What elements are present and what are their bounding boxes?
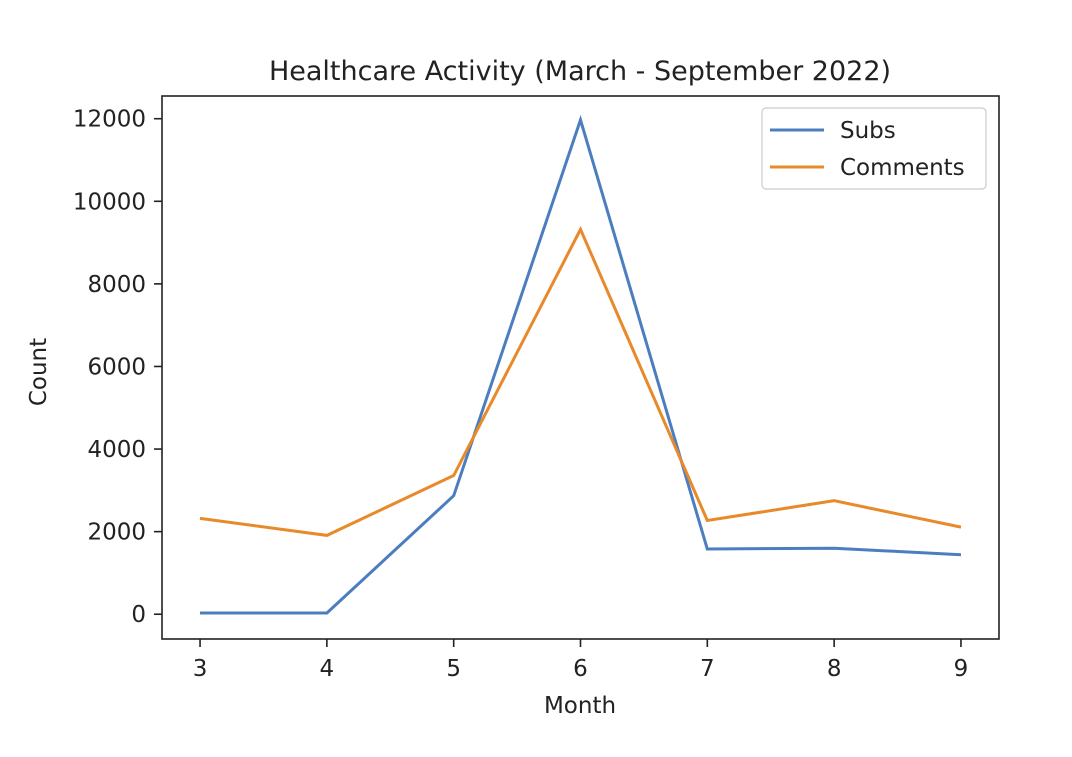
y-axis: 0 2000 4000 6000 8000 10000 12000	[73, 107, 162, 628]
y-axis-label: Count	[26, 338, 52, 406]
y-tick-label: 4000	[87, 437, 146, 463]
x-tick-label: 4	[320, 656, 335, 682]
x-tick-label: 3	[193, 656, 208, 682]
y-tick-label: 10000	[73, 189, 146, 215]
series-line-comments	[199, 225, 962, 537]
x-tick-label: 6	[573, 656, 588, 682]
chart-title: Healthcare Activity (March - September 2…	[269, 56, 891, 87]
x-tick-label: 8	[827, 656, 842, 682]
series-layer	[199, 114, 962, 615]
x-axis-label: Month	[544, 693, 616, 719]
series-line-subs	[200, 114, 962, 615]
y-tick-label: 8000	[87, 272, 146, 298]
legend: Subs Comments	[761, 107, 987, 190]
y-tick-label: 2000	[87, 520, 146, 546]
x-tick-label: 5	[446, 656, 461, 682]
y-tick-label: 0	[131, 602, 146, 628]
x-axis: 3 4 5 6 7 8 9	[193, 639, 969, 682]
legend-box	[761, 107, 987, 190]
y-tick-label: 12000	[73, 107, 146, 133]
legend-label-comments: Comments	[840, 155, 965, 181]
y-tick-label: 6000	[87, 354, 146, 380]
x-tick-label: 9	[954, 656, 969, 682]
x-tick-label: 7	[700, 656, 715, 682]
legend-label-subs: Subs	[840, 118, 896, 144]
